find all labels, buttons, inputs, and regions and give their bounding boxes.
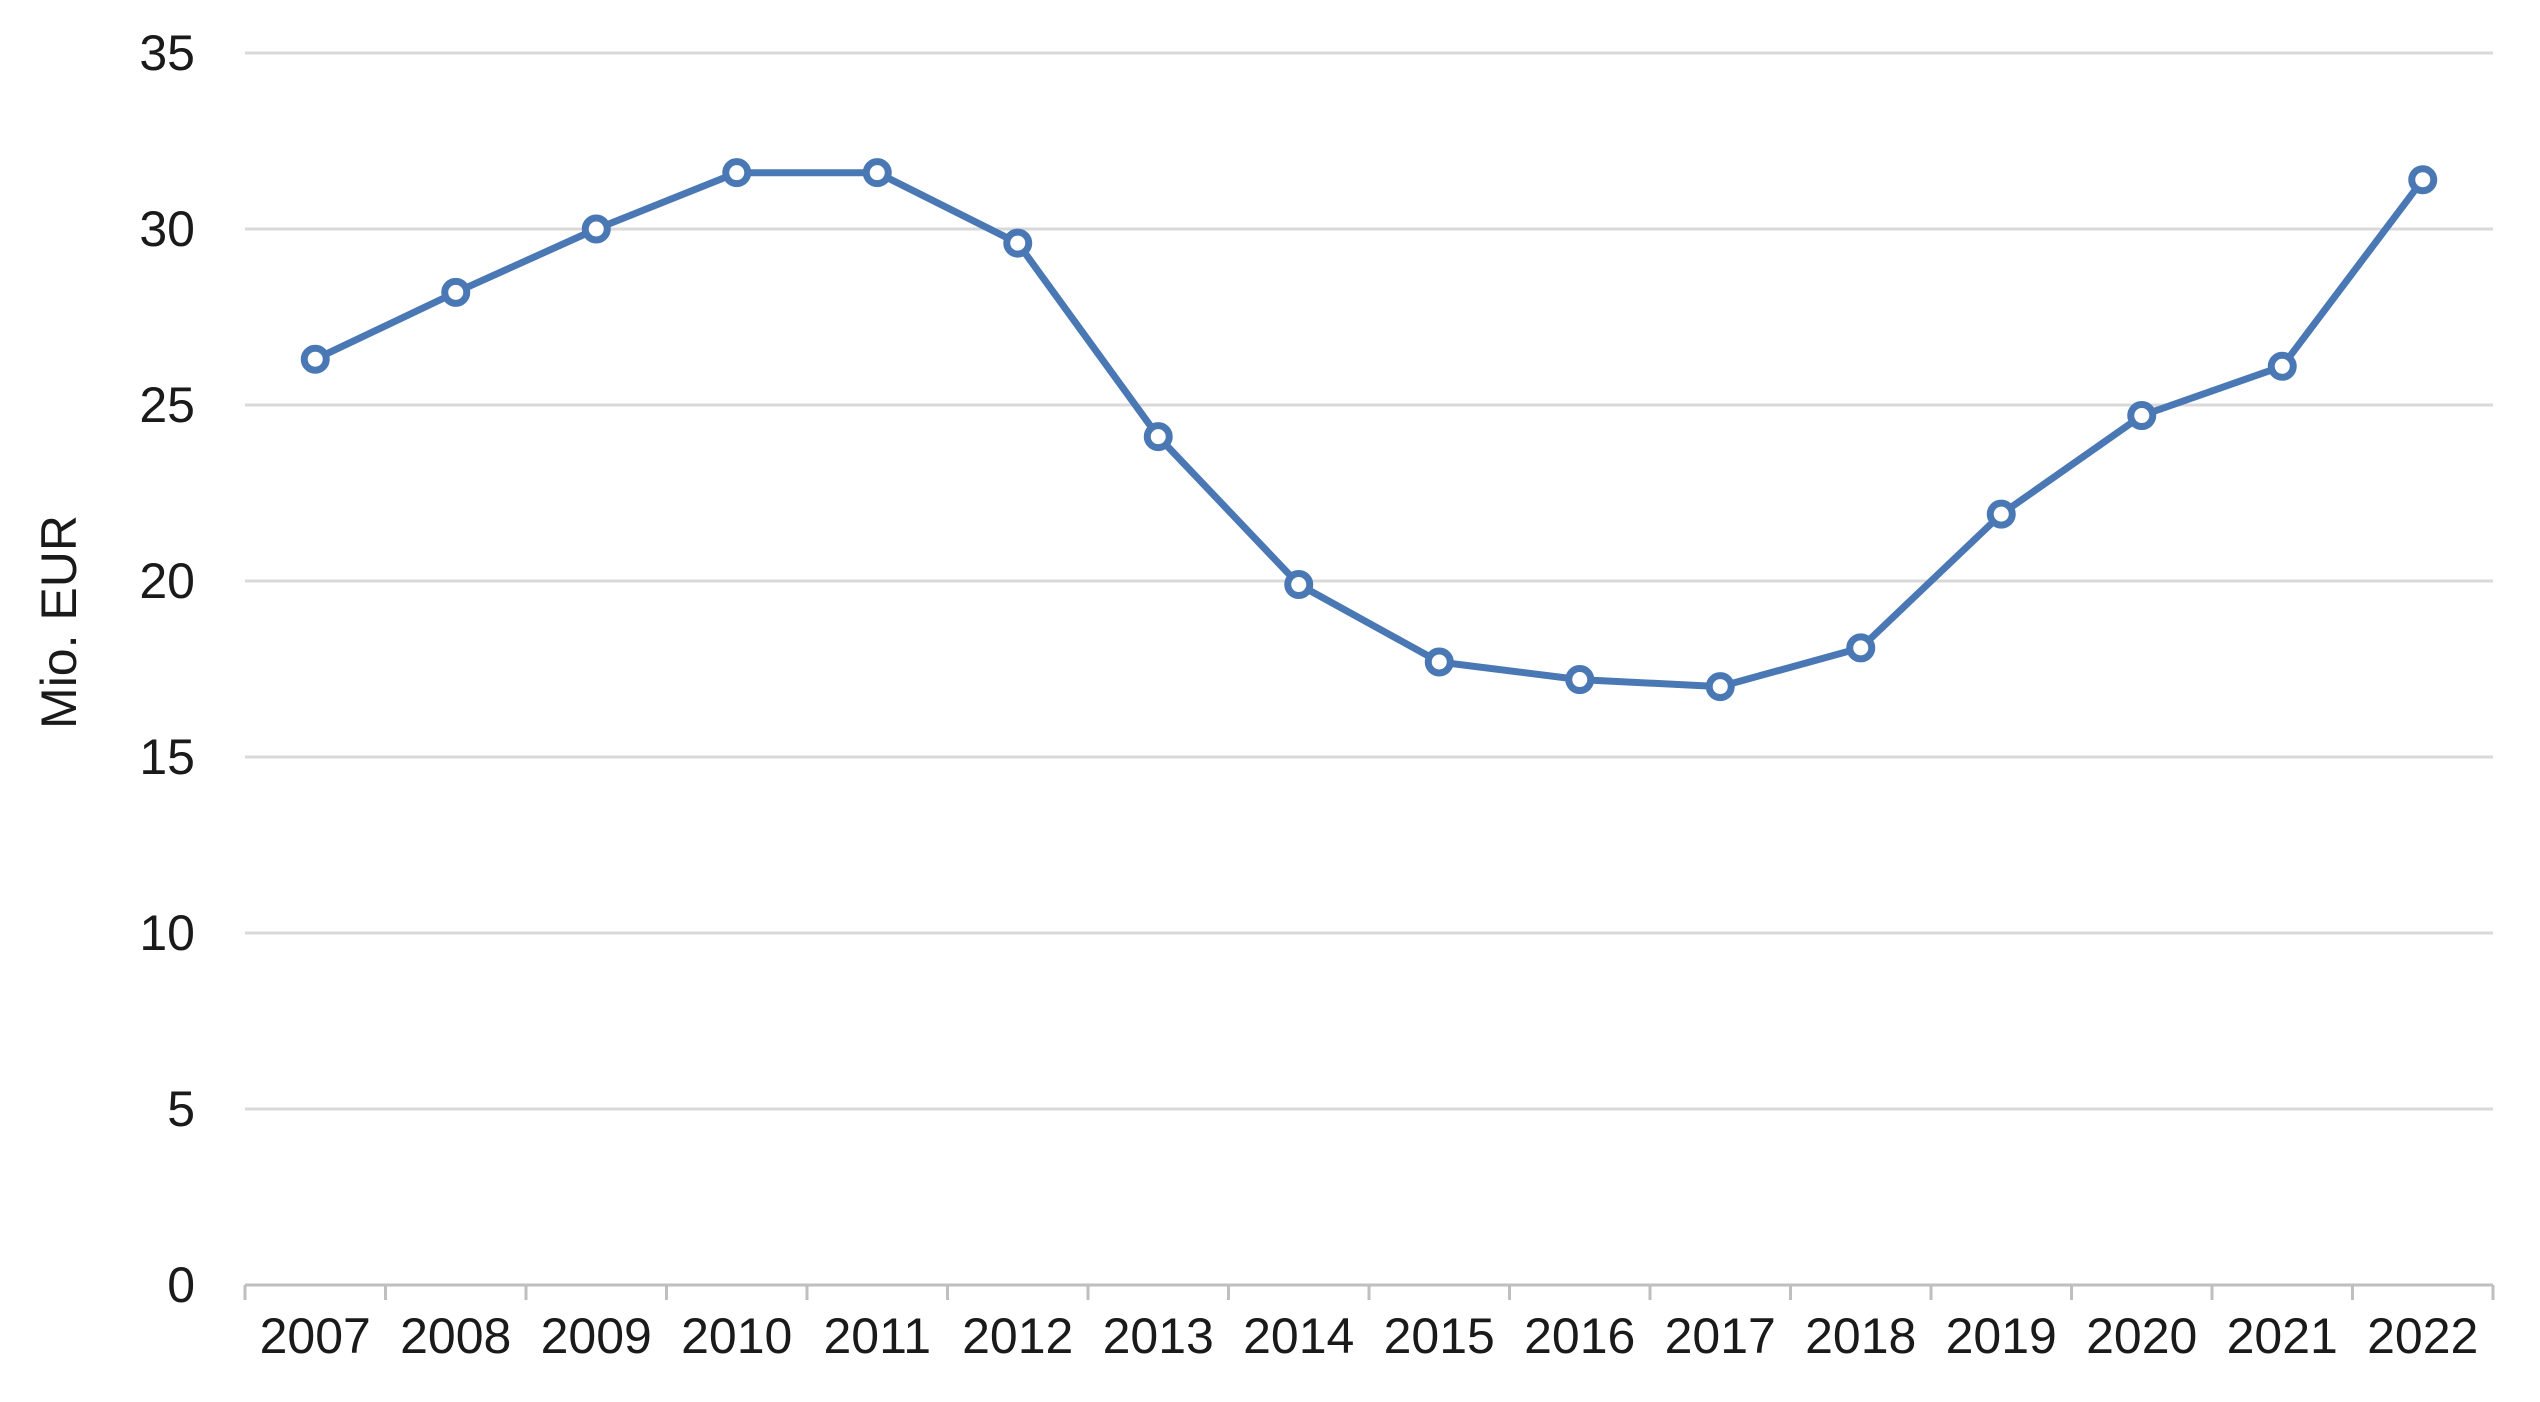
x-tick-label: 2020 [2086,1308,2197,1364]
y-tick-label: 35 [139,25,195,81]
data-point [1424,647,1454,677]
x-tick-label: 2015 [1384,1308,1495,1364]
x-tick-label: 2012 [962,1308,1073,1364]
y-tick-label: 0 [167,1257,195,1313]
x-tick-label: 2009 [541,1308,652,1364]
y-axis-title: Mio. EUR [31,515,87,729]
data-point [1284,570,1314,600]
x-tick-label: 2008 [400,1308,511,1364]
x-tick-label: 2014 [1243,1308,1354,1364]
x-tick-label: 2022 [2367,1308,2478,1364]
data-point [300,344,330,374]
x-tick-label: 2010 [681,1308,792,1364]
x-tick-label: 2017 [1665,1308,1776,1364]
y-tick-label: 15 [139,729,195,785]
gridlines [245,51,2493,1111]
data-point [2267,351,2297,381]
x-tick-label: 2018 [1805,1308,1916,1364]
x-tick-label: 2016 [1524,1308,1635,1364]
x-tick-label: 2011 [823,1308,931,1364]
x-tick-label: 2007 [260,1308,371,1364]
x-tick-label: 2013 [1103,1308,1214,1364]
y-tick-label: 30 [139,201,195,257]
data-point [441,277,471,307]
series-line [311,169,2427,691]
data-point [1846,633,1876,663]
x-tick-label: 2021 [2227,1308,2338,1364]
y-tick-label: 20 [139,553,195,609]
data-point [862,158,892,188]
data-point [1705,672,1735,702]
x-axis [243,1283,2495,1300]
series-layer [300,158,2438,702]
data-point [722,158,752,188]
data-point [1986,499,2016,529]
y-axis-tick-labels: 0 5 10 15 20 25 30 35 [139,25,195,1313]
data-point [1003,228,1033,258]
y-tick-label: 10 [139,905,195,961]
data-point [581,214,611,244]
data-point [2127,401,2157,431]
x-tick-label: 2019 [1946,1308,2057,1364]
data-point [2408,165,2438,195]
data-point [1565,665,1595,695]
y-tick-label: 25 [139,377,195,433]
x-axis-tick-labels: 2007 2008 2009 2010 2011 2012 2013 2014 2015 2016… [260,1308,2479,1364]
data-point [1143,422,1173,452]
y-tick-label: 5 [167,1081,195,1137]
